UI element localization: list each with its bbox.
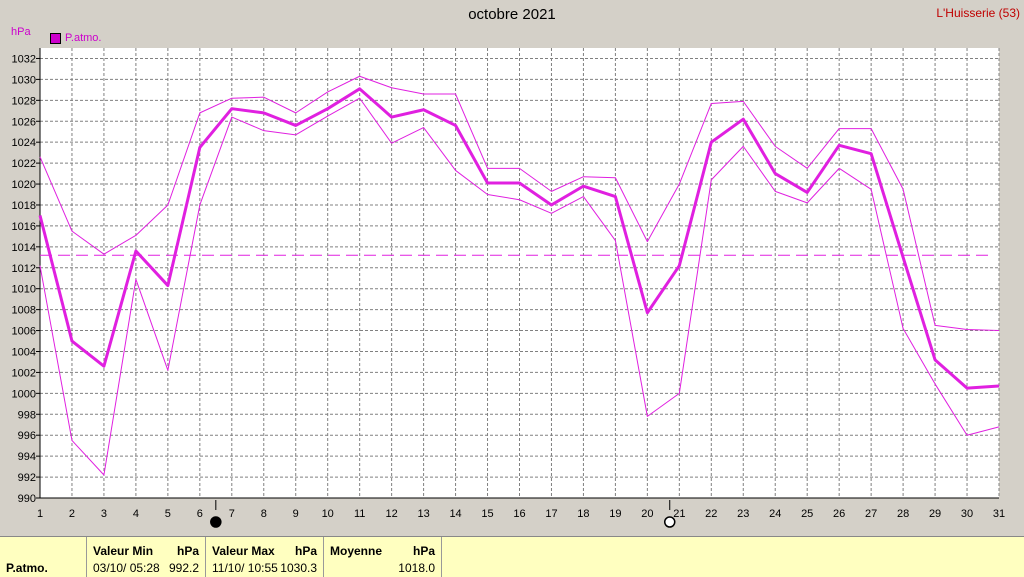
y-tick-label: 992: [18, 472, 36, 484]
x-tick-label: 6: [197, 508, 203, 520]
stats-footer: P.atmo. Valeur Min hPa 03/10/ 05:28 992.…: [0, 536, 1024, 577]
max-label: Valeur Max: [212, 544, 275, 558]
legend-swatch: [50, 32, 61, 44]
x-tick-label: 13: [417, 508, 429, 520]
x-tick-label: 23: [737, 508, 749, 520]
y-tick-label: 990: [18, 493, 36, 505]
series-line-min: [39, 97, 1000, 476]
y-tick-label: 1028: [12, 95, 36, 107]
x-tick-label: 12: [386, 508, 398, 520]
chart-title: octobre 2021: [468, 6, 556, 23]
x-tick-label: 26: [833, 508, 845, 520]
x-tick-label: 1: [37, 508, 43, 520]
footer-param-cell: P.atmo.: [0, 537, 87, 577]
series-line-max: [39, 75, 1000, 332]
station-name: L'Huisserie (53): [936, 6, 1020, 20]
legend-label: P.atmo.: [65, 32, 102, 44]
max-unit: hPa: [294, 544, 317, 558]
x-tick-label: 22: [705, 508, 717, 520]
x-tick-label: 25: [801, 508, 813, 520]
y-tick-label: 996: [18, 430, 36, 442]
x-tick-label: 27: [865, 508, 877, 520]
y-tick-label: 1010: [12, 284, 36, 296]
y-tick-label: 1022: [12, 158, 36, 170]
y-tick-label: 1030: [12, 74, 36, 86]
mean-label: Moyenne: [330, 544, 383, 558]
x-tick-label: 20: [641, 508, 653, 520]
new-moon-icon: [210, 516, 222, 528]
y-tick-label: 1024: [12, 137, 36, 149]
y-tick-label: 1012: [12, 263, 36, 275]
x-tick-label: 15: [481, 508, 493, 520]
full-moon-icon: [663, 516, 676, 528]
x-tick-label: 4: [133, 508, 139, 520]
min-label: Valeur Min: [93, 544, 154, 558]
y-tick-label: 1018: [12, 200, 36, 212]
y-tick-label: 1000: [12, 388, 36, 400]
y-tick-label: 1008: [12, 305, 36, 317]
x-tick-label: 10: [322, 508, 334, 520]
footer-mean-cell: Moyenne hPa 1018.0: [323, 537, 442, 577]
y-tick-label: 994: [18, 451, 36, 463]
legend[interactable]: P.atmo.: [50, 32, 102, 44]
y-tick-label: 998: [18, 409, 36, 421]
footer-max-cell: Valeur Max hPa 11/10/ 10:55 1030.3: [205, 537, 324, 577]
y-tick-label: 1004: [12, 346, 36, 358]
x-tick-label: 16: [513, 508, 525, 520]
min-time: 03/10/ 05:28: [93, 561, 160, 575]
y-tick-label: 1026: [12, 116, 36, 128]
y-tick-label: 1020: [12, 179, 36, 191]
x-tick-label: 18: [577, 508, 589, 520]
x-tick-label: 30: [961, 508, 973, 520]
series-line-mean: [38, 87, 1000, 390]
y-tick-label: 1016: [12, 221, 36, 233]
x-tick-label: 11: [354, 508, 365, 520]
x-tick-label: 31: [993, 508, 1005, 520]
x-tick-label: 7: [229, 508, 235, 520]
y-axis-unit: hPa: [11, 26, 31, 38]
max-value: 1030.3: [280, 561, 317, 575]
x-tick-label: 8: [261, 508, 267, 520]
x-tick-label: 28: [897, 508, 909, 520]
x-tick-label: 19: [609, 508, 621, 520]
y-tick-label: 1002: [12, 367, 36, 379]
min-unit: hPa: [176, 544, 199, 558]
min-value: 992.2: [168, 561, 199, 575]
footer-param: P.atmo.: [6, 561, 48, 575]
x-tick-label: 3: [101, 508, 107, 520]
y-tick-label: 1032: [12, 53, 36, 65]
x-tick-label: 5: [165, 508, 171, 520]
x-tick-label: 17: [545, 508, 557, 520]
footer-min-cell: Valeur Min hPa 03/10/ 05:28 992.2: [86, 537, 206, 577]
x-tick-label: 24: [769, 508, 781, 520]
x-tick-label: 29: [929, 508, 941, 520]
x-tick-label: 2: [69, 508, 75, 520]
x-tick-label: 21: [673, 508, 685, 520]
mean-unit: hPa: [412, 544, 435, 558]
x-tick-label: 14: [449, 508, 461, 520]
pressure-chart: 9909929949969981000100210041006100810101…: [12, 48, 1005, 528]
y-tick-label: 1006: [12, 326, 36, 338]
max-time: 11/10/ 10:55: [212, 561, 278, 575]
y-tick-label: 1014: [12, 242, 36, 254]
x-tick-label: 9: [293, 508, 299, 520]
chart-area: octobre 2021 L'Huisserie (53) hPa P.atmo…: [11, 6, 1020, 528]
mean-value: 1018.0: [398, 561, 435, 575]
